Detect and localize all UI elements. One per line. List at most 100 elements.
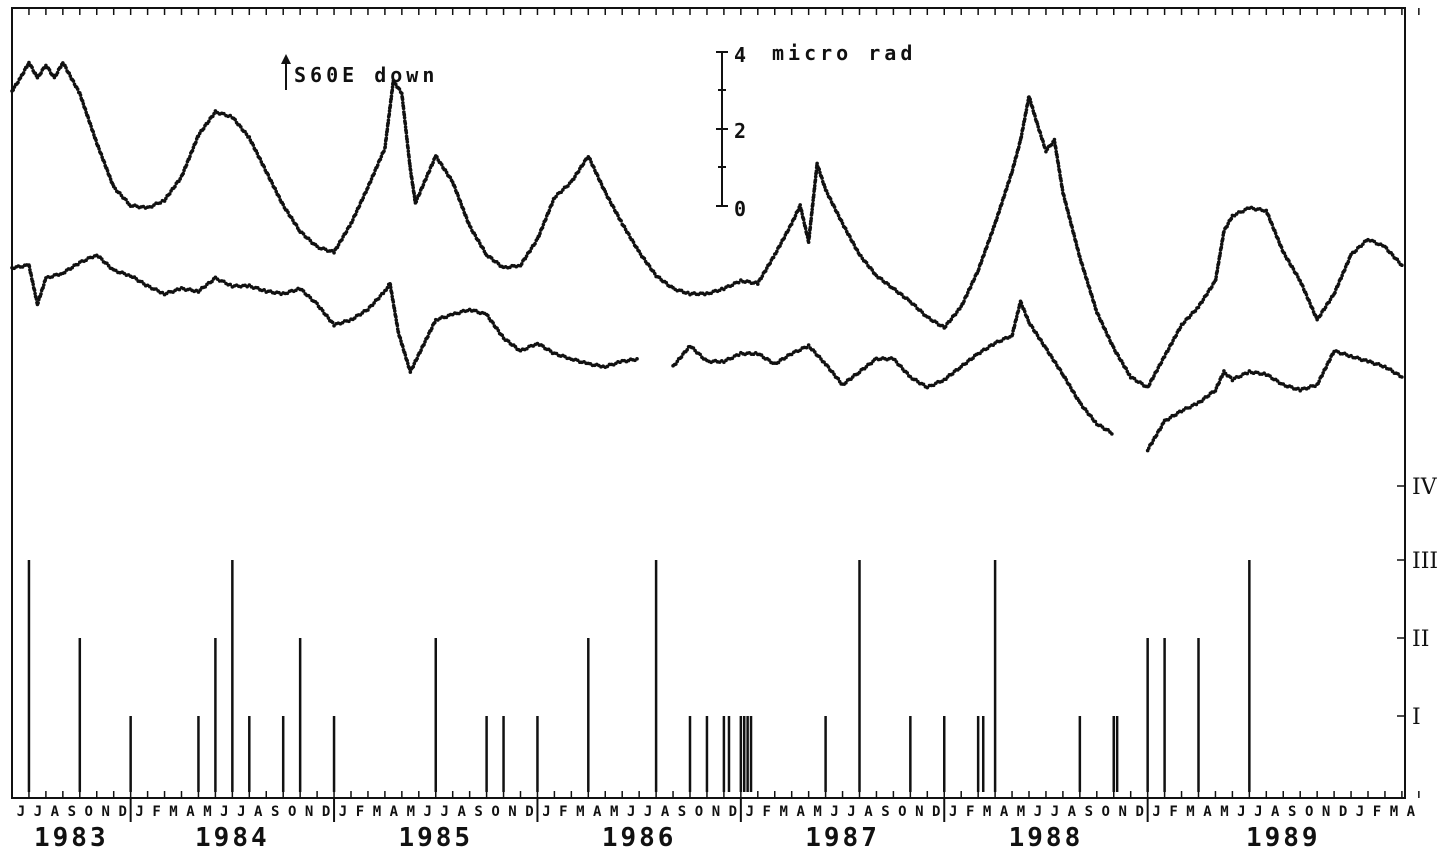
tilt-sample-point [765,266,769,270]
tilt-sample-point [1007,178,1012,183]
tilt-sample-point [289,215,294,220]
tilt-sample-point [390,85,395,89]
tilt-sample-point [990,230,994,235]
month-label: M [1220,804,1228,820]
tilt-sample-point [554,194,558,199]
tilt-sample-point [16,80,20,85]
tilt-sample-point [607,197,612,202]
tilt-sample-point [893,287,897,291]
tilt-sample-point [1178,325,1183,330]
tilt-sample-point [756,282,760,286]
tilt-sample-point [595,173,600,178]
tilt-sample-point [817,167,822,172]
tilt-sample-point [1014,154,1019,158]
tilt-sample-point [1270,222,1275,227]
tilt-sample-point [1264,208,1269,213]
tilt-sample-point [1245,371,1250,376]
month-label: D [1339,804,1347,820]
month-label: N [915,804,923,820]
tilt-sample-point [796,208,801,213]
tilt-sample-point [181,171,185,176]
tilt-sample-point [1320,373,1324,378]
tilt-sample-point [361,195,366,200]
tilt-sample-point [771,255,776,260]
tilt-sample-point [1159,360,1164,365]
tilt-sample-point [1229,216,1234,221]
tilt-sample-point [94,138,98,142]
tilt-sample-point [392,79,397,84]
month-label: O [898,804,906,820]
tilt-sample-point [412,191,416,196]
tilt-sample-point [486,313,490,318]
tilt-sample-point [1291,267,1296,271]
tilt-sample-point [1052,137,1057,142]
tilt-sample-point [233,117,237,122]
tilt-sample-point [1396,372,1400,376]
scale-label-4: 4 [734,43,746,67]
tilt-sample-point [32,288,37,293]
tilt-sample-point [1174,333,1179,338]
tilt-sample-point [550,199,555,204]
tilt-sample-point [100,257,104,261]
tilt-sample-point [1206,394,1211,398]
tilt-sample-point [1333,290,1337,295]
month-label: J [339,804,346,820]
tilt-sample-point [786,228,791,232]
tilt-sample-point [533,241,537,246]
tilt-sample-point [1022,117,1027,121]
tilt-sample-point [1205,292,1209,297]
tilt-sample-point [1056,161,1061,166]
tilt-sample-point [398,336,403,340]
tilt-sample-point [811,198,815,203]
tilt-sample-point [1193,309,1198,313]
direction-note: S60E down [294,63,438,87]
tilt-sample-point [64,65,68,70]
tilt-sample-point [458,199,463,203]
tilt-sample-point [1282,251,1287,256]
tilt-sample-point [870,268,875,272]
tilt-sample-point [301,232,306,236]
month-label: M [1390,804,1398,820]
tilt-sample-point [91,130,96,134]
tilt-sample-point [1079,402,1084,406]
tilt-sample-point [400,91,404,96]
tilt-sample-point [336,242,341,247]
tilt-sample-point [481,246,486,251]
tilt-sample-point [75,87,80,91]
tilt-sample-point [784,355,788,360]
tilt-sample-point [1039,338,1043,342]
tilt-sample-point [173,184,177,189]
tilt-sample-point [405,358,410,363]
tilt-sample-point [29,273,34,278]
tilt-sample-point [351,218,355,222]
tilt-sample-point [982,253,986,257]
tilt-sample-point [730,283,735,288]
scale-label-0: 0 [734,197,746,221]
month-label: A [796,804,805,820]
tilt-sample-point [828,197,833,201]
tilt-sample-point [782,236,787,240]
tilt-sample-point [980,258,984,263]
tilt-sample-point [47,68,52,72]
tilt-sample-point [391,300,396,304]
tilt-sample-point [760,274,765,278]
tilt-sample-point [1024,110,1028,115]
month-label: F [559,804,567,820]
month-label: A [186,804,195,820]
tilt-sample-point [158,201,163,205]
tilt-sample-point [411,364,416,369]
tilt-sample-point [124,197,128,202]
tilt-sample-point [798,348,802,353]
tilt-sample-point [99,152,104,156]
tilt-sample-point [1019,301,1024,305]
tilt-sample-point [1310,306,1315,311]
tilt-sample-point [397,87,402,91]
tilt-sample-point [68,74,73,78]
tilt-sample-point [375,163,380,167]
tilt-sample-point [811,201,815,206]
month-label: A [1407,804,1416,820]
tilt-sample-point [423,339,427,344]
tilt-sample-point [403,121,408,126]
tilt-sample-point [759,353,764,357]
tilt-sample-point [431,160,435,165]
